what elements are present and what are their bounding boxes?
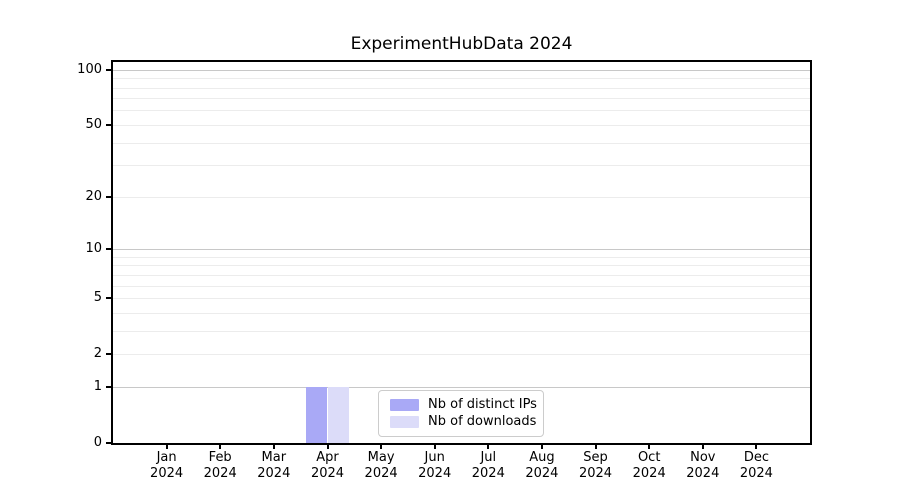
year-label: 2024	[203, 465, 237, 481]
bar-nb-of-distinct-ips-apr	[306, 386, 328, 443]
year-label: 2024	[686, 465, 720, 481]
y-tick-label-5: 5	[93, 290, 102, 305]
gridline-7	[113, 274, 810, 276]
gridline-40	[113, 142, 810, 144]
x-tick-label-sep: Sep 2024	[579, 450, 612, 481]
gridline-6	[113, 285, 810, 287]
y-tick-50	[106, 123, 111, 126]
gridline-10	[113, 249, 810, 250]
x-axis: Jan 2024 Feb 2024 Mar 2024 Apr 2024 May 2024 Jun 20…	[113, 444, 810, 494]
gridline-4	[113, 312, 810, 314]
y-tick-1	[106, 385, 111, 388]
gridline-80	[113, 87, 810, 89]
x-tick-nov	[701, 444, 704, 449]
x-tick-oct	[648, 444, 651, 449]
month-label: Dec	[743, 450, 769, 465]
chart-title: ExperimentHubData 2024	[350, 34, 573, 54]
month-label: Jul	[480, 450, 497, 465]
year-label: 2024	[257, 465, 291, 481]
legend-label: Nb of distinct IPs	[428, 396, 537, 412]
month-label: May	[367, 450, 395, 465]
gridline-30	[113, 165, 810, 167]
month-label: Aug	[529, 450, 555, 465]
y-tick-10	[106, 248, 111, 250]
y-tick-label-10: 10	[85, 241, 102, 256]
x-tick-label-oct: Oct 2024	[633, 450, 666, 481]
x-tick-may	[380, 444, 383, 449]
x-tick-label-dec: Dec 2024	[740, 450, 773, 481]
gridline-70	[113, 98, 810, 100]
legend-entry-nb-of-downloads: Nb of downloads	[390, 414, 537, 431]
year-label: 2024	[739, 465, 773, 481]
x-tick-label-aug: Aug 2024	[525, 450, 558, 481]
x-tick-label-nov: Nov 2024	[686, 450, 719, 481]
year-label: 2024	[418, 465, 452, 481]
month-label: Jan	[156, 450, 177, 465]
x-tick-sep	[594, 444, 597, 449]
y-tick-label-20: 20	[85, 188, 102, 204]
x-tick-label-mar: Mar 2024	[257, 450, 290, 481]
legend-entry-nb-of-distinct-ips: Nb of distinct IPs	[390, 396, 537, 413]
month-label: Mar	[261, 450, 287, 465]
y-tick-label-2: 2	[93, 346, 102, 362]
y-tick-20	[106, 195, 111, 198]
gridline-2	[113, 354, 810, 356]
year-label: 2024	[364, 465, 398, 481]
x-tick-aug	[540, 444, 543, 449]
x-tick-mar	[272, 444, 275, 449]
y-axis: 0 1 2 5 10 20 50 100	[0, 61, 111, 450]
y-tick-2	[106, 353, 111, 356]
year-label: 2024	[471, 465, 505, 481]
month-label: Oct	[637, 450, 661, 465]
month-label: Jun	[424, 450, 445, 465]
x-tick-label-may: May 2024	[365, 450, 398, 481]
x-tick-label-apr: Apr 2024	[311, 450, 344, 481]
gridline-50	[113, 124, 810, 126]
x-tick-label-jun: Jun 2024	[418, 450, 451, 481]
gridline-90	[113, 78, 810, 80]
month-label: Apr	[316, 450, 339, 465]
gridline-9	[113, 256, 810, 258]
month-label: Sep	[583, 450, 608, 465]
year-label: 2024	[525, 465, 559, 481]
y-tick-0	[106, 442, 111, 444]
x-tick-apr	[326, 444, 329, 449]
x-tick-dec	[755, 444, 758, 449]
year-label: 2024	[150, 465, 184, 481]
x-tick-jan	[165, 444, 168, 449]
bar-nb-of-downloads-apr	[327, 386, 349, 443]
legend-label: Nb of downloads	[428, 414, 537, 430]
y-tick-label-0: 0	[93, 435, 102, 450]
legend-swatch-nb-of-distinct-ips	[390, 398, 419, 411]
year-label: 2024	[310, 465, 345, 481]
y-tick-label-100: 100	[77, 61, 102, 77]
gridline-100	[113, 69, 810, 71]
gridline-8	[113, 265, 810, 267]
year-label: 2024	[578, 465, 613, 481]
gridline-1	[113, 386, 810, 388]
x-tick-label-feb: Feb 2024	[204, 450, 237, 481]
x-tick-feb	[219, 444, 222, 449]
y-tick-label-50: 50	[85, 116, 102, 132]
x-tick-label-jul: Jul 2024	[472, 450, 505, 481]
year-label: 2024	[632, 465, 666, 481]
gridline-20	[113, 196, 810, 198]
gridline-60	[113, 110, 810, 112]
gridline-5	[113, 298, 810, 299]
legend: Nb of distinct IPs Nb of downloads	[378, 390, 544, 437]
plot-area	[111, 60, 812, 445]
y-tick-100	[106, 68, 111, 71]
x-tick-label-jan: Jan 2024	[150, 450, 183, 481]
legend-swatch-nb-of-downloads	[390, 416, 419, 429]
month-label: Feb	[208, 450, 232, 465]
x-tick-jun	[433, 444, 436, 449]
month-label: Nov	[690, 450, 716, 465]
gridline-3	[113, 330, 810, 332]
x-tick-jul	[487, 444, 490, 449]
y-tick-5	[106, 297, 111, 299]
y-tick-label-1: 1	[93, 378, 102, 394]
